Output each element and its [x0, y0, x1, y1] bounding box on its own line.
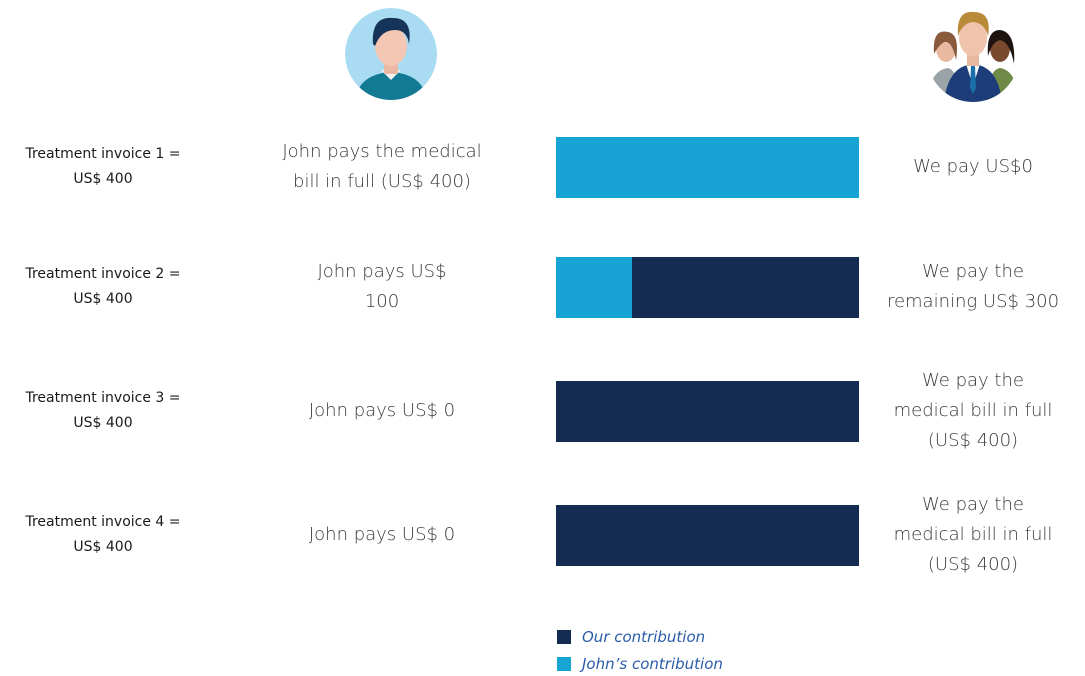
our-annotation: We pay the remaining US$ 300 [886, 261, 1060, 312]
our-annotation: We pay US$0 [913, 156, 1033, 177]
john-annotation: John pays US$ 0 [308, 524, 456, 545]
bar-segment [556, 381, 859, 442]
bar-segment [556, 505, 859, 566]
john-annotation: John pays US$ 0 [308, 400, 456, 421]
john-annotation: John pays US$ 100 [317, 261, 447, 312]
bar-segment [631, 257, 859, 318]
legend-swatch [557, 630, 571, 644]
our-annotation: We pay the medical bill in full (US$ 400… [893, 370, 1053, 451]
category-label: Treatment invoice 1 = US$ 400 [25, 146, 181, 187]
john-avatar [345, 8, 437, 100]
our-annotation: We pay the medical bill in full (US$ 400… [893, 494, 1053, 575]
insurer-avatar [927, 10, 1019, 102]
category-label: Treatment invoice 3 = US$ 400 [25, 390, 181, 431]
category-label: Treatment invoice 2 = US$ 400 [25, 266, 181, 307]
bar-segment [556, 137, 859, 198]
legend-label: Our contribution [582, 628, 706, 646]
john-annotation: John pays the medical bill in full (US$ … [282, 141, 482, 192]
bar-segment [556, 257, 632, 318]
category-label: Treatment invoice 4 = US$ 400 [25, 514, 181, 555]
legend-swatch [557, 657, 571, 671]
legend-label: John’s contribution [582, 655, 723, 673]
